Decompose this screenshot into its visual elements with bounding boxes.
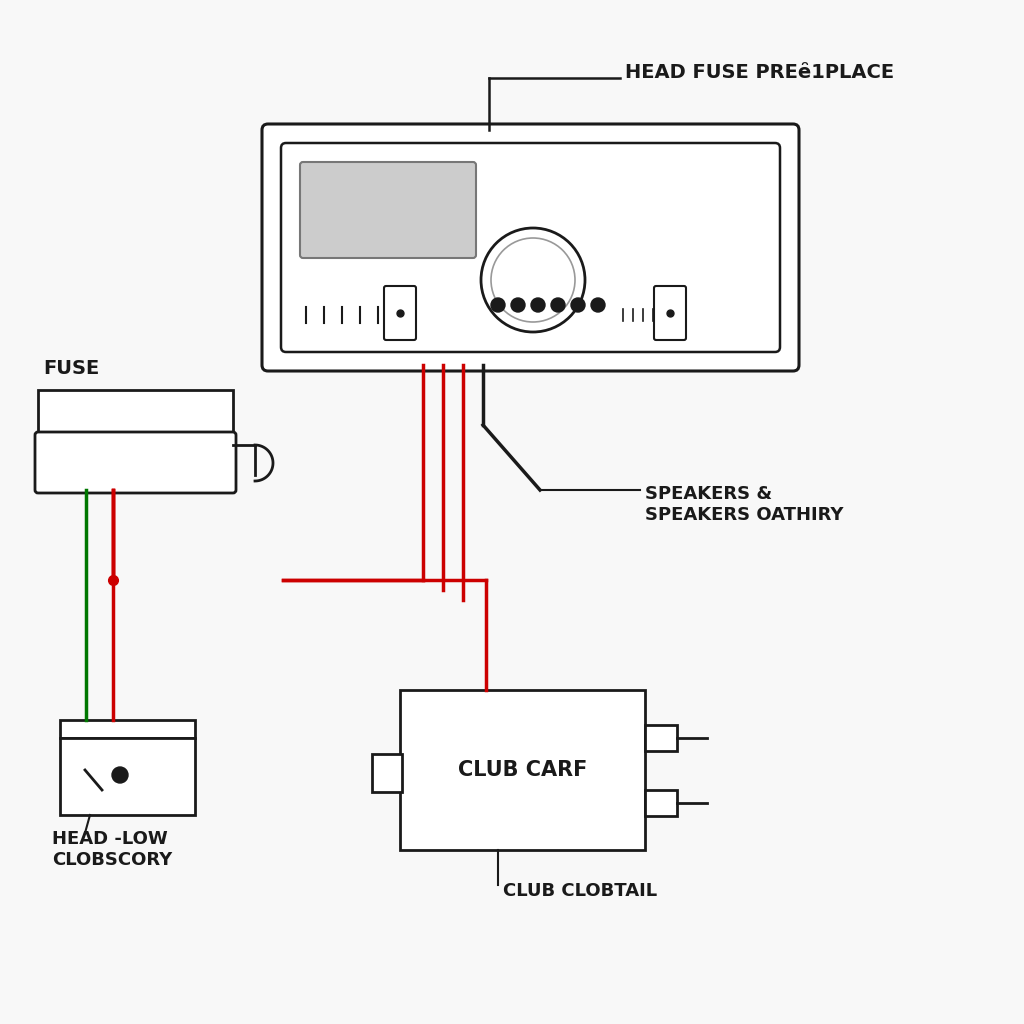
Circle shape [112, 767, 128, 783]
Circle shape [481, 228, 585, 332]
Bar [400, 690, 645, 850]
Circle shape [571, 298, 585, 312]
Text: CLUB CLOBTAIL: CLUB CLOBTAIL [503, 882, 657, 900]
FancyBboxPatch shape [300, 162, 476, 258]
Text: CLUB CARF: CLUB CARF [458, 760, 587, 780]
FancyBboxPatch shape [281, 143, 780, 352]
FancyBboxPatch shape [35, 432, 236, 493]
Circle shape [511, 298, 525, 312]
Text: HEAD -LOW
CLOBSCORY: HEAD -LOW CLOBSCORY [52, 830, 172, 868]
Bar [645, 725, 677, 751]
Bar [38, 390, 233, 435]
Text: SPEAKERS &
SPEAKERS OATHIRY: SPEAKERS & SPEAKERS OATHIRY [645, 485, 844, 524]
Circle shape [591, 298, 605, 312]
Circle shape [490, 238, 575, 322]
Circle shape [531, 298, 545, 312]
Circle shape [490, 298, 505, 312]
FancyBboxPatch shape [384, 286, 416, 340]
Text: HEAD FUSE PREȇ1PLACE: HEAD FUSE PREȇ1PLACE [625, 62, 894, 82]
FancyBboxPatch shape [262, 124, 799, 371]
Bar [60, 720, 195, 738]
FancyBboxPatch shape [654, 286, 686, 340]
Text: FUSE: FUSE [43, 359, 99, 378]
Bar [645, 790, 677, 816]
Circle shape [551, 298, 565, 312]
Bar [372, 754, 402, 792]
Bar [60, 738, 195, 815]
